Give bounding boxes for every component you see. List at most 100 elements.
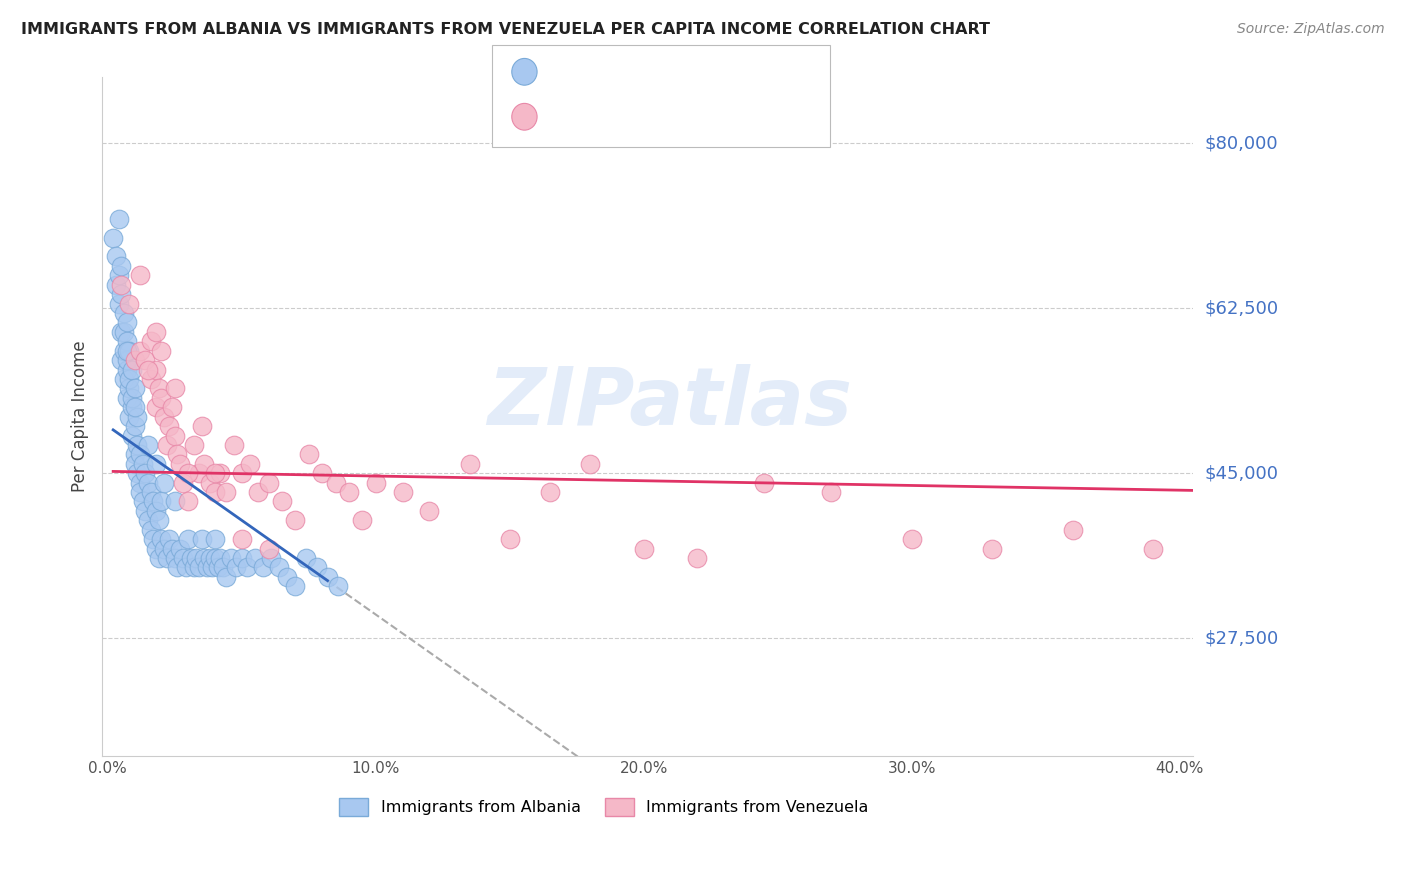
Point	[204, 485, 226, 500]
Point	[134, 353, 156, 368]
Point	[163, 381, 186, 395]
Y-axis label: Per Capita Income: Per Capita Income	[72, 341, 89, 492]
Point	[193, 551, 215, 566]
Point	[316, 570, 339, 584]
Point	[127, 438, 149, 452]
Point	[124, 419, 146, 434]
Point	[219, 551, 242, 566]
Point	[118, 343, 141, 358]
Point	[633, 541, 655, 556]
Point	[107, 211, 129, 226]
Point	[257, 475, 280, 490]
Point	[150, 343, 173, 358]
Point	[190, 532, 212, 546]
Point	[579, 457, 602, 471]
Point	[129, 475, 152, 490]
Point	[204, 551, 226, 566]
Point	[129, 485, 152, 500]
Point	[136, 475, 159, 490]
Point	[124, 447, 146, 461]
Point	[160, 401, 183, 415]
Point	[129, 447, 152, 461]
Point	[295, 551, 318, 566]
Point	[110, 353, 132, 368]
Point	[139, 334, 162, 349]
Point	[148, 513, 170, 527]
Point	[160, 541, 183, 556]
Point	[139, 485, 162, 500]
Point	[159, 419, 181, 434]
Point	[187, 560, 209, 574]
Text: R = -0.302: R = -0.302	[553, 62, 650, 81]
Point	[145, 325, 167, 339]
Point	[538, 485, 561, 500]
Point	[131, 457, 153, 471]
Point	[104, 277, 127, 292]
Point	[169, 457, 191, 471]
Point	[112, 325, 135, 339]
Point	[260, 551, 283, 566]
Point	[131, 494, 153, 508]
Point	[215, 570, 238, 584]
Point	[142, 532, 165, 546]
Point	[1062, 523, 1084, 537]
Text: R = -0.014: R = -0.014	[553, 108, 650, 126]
Point	[110, 259, 132, 273]
Point	[134, 467, 156, 481]
Point	[284, 513, 307, 527]
Point	[209, 467, 232, 481]
Point	[239, 457, 262, 471]
Point	[115, 334, 138, 349]
Text: N = 64: N = 64	[689, 108, 751, 126]
Point	[107, 296, 129, 310]
Point	[127, 467, 149, 481]
Point	[686, 551, 709, 566]
Point	[145, 504, 167, 518]
Point	[136, 513, 159, 527]
Point	[177, 467, 200, 481]
Point	[153, 541, 176, 556]
Point	[245, 551, 267, 566]
Point	[183, 438, 205, 452]
Point	[139, 372, 162, 386]
Point	[204, 532, 226, 546]
Point	[193, 457, 215, 471]
Point	[153, 475, 176, 490]
Point	[169, 541, 191, 556]
Point	[284, 579, 307, 593]
Point	[101, 230, 124, 244]
Point	[136, 362, 159, 376]
Point	[246, 485, 269, 500]
Point	[209, 551, 232, 566]
Point	[112, 372, 135, 386]
Point	[187, 467, 209, 481]
Point	[177, 532, 200, 546]
Point	[118, 381, 141, 395]
Point	[134, 504, 156, 518]
Point	[252, 560, 274, 574]
Point	[418, 504, 440, 518]
Point	[231, 532, 253, 546]
Point	[499, 532, 522, 546]
Point	[754, 475, 776, 490]
Text: Source: ZipAtlas.com: Source: ZipAtlas.com	[1237, 22, 1385, 37]
Text: $45,000: $45,000	[1205, 464, 1278, 483]
Point	[148, 381, 170, 395]
Point	[118, 409, 141, 424]
Point	[115, 353, 138, 368]
Point	[115, 343, 138, 358]
Point	[115, 362, 138, 376]
Point	[121, 401, 143, 415]
Point	[311, 467, 333, 481]
Point	[145, 401, 167, 415]
Point	[115, 315, 138, 329]
Point	[186, 551, 208, 566]
Point	[172, 475, 194, 490]
Point	[142, 494, 165, 508]
Point	[212, 560, 235, 574]
Point	[118, 296, 141, 310]
Point	[112, 343, 135, 358]
Point	[276, 570, 298, 584]
Point	[145, 457, 167, 471]
Point	[121, 362, 143, 376]
